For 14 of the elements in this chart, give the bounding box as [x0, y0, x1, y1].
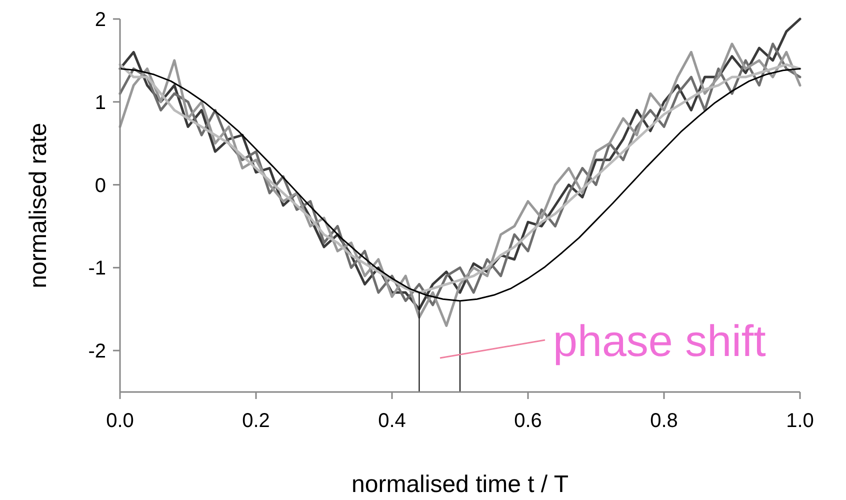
x-axis-title: normalised time t / T — [352, 471, 569, 498]
x-tick-label: 0.0 — [106, 410, 134, 432]
x-tick-label: 0.6 — [514, 410, 542, 432]
y-tick-label: 2 — [94, 9, 106, 31]
y-tick-label: 1 — [94, 92, 106, 114]
x-tick-label: 0.2 — [242, 410, 270, 432]
y-axis-title: normalised rate — [25, 122, 52, 288]
x-tick-label: 0.4 — [378, 410, 406, 432]
x-tick-label: 0.8 — [650, 410, 678, 432]
y-tick-label: -2 — [88, 340, 106, 363]
y-tick-label: -1 — [88, 258, 106, 280]
y-tick-label: 0 — [94, 174, 106, 197]
x-tick-label: 1.0 — [786, 410, 814, 432]
annotation: phase shift — [553, 317, 766, 366]
